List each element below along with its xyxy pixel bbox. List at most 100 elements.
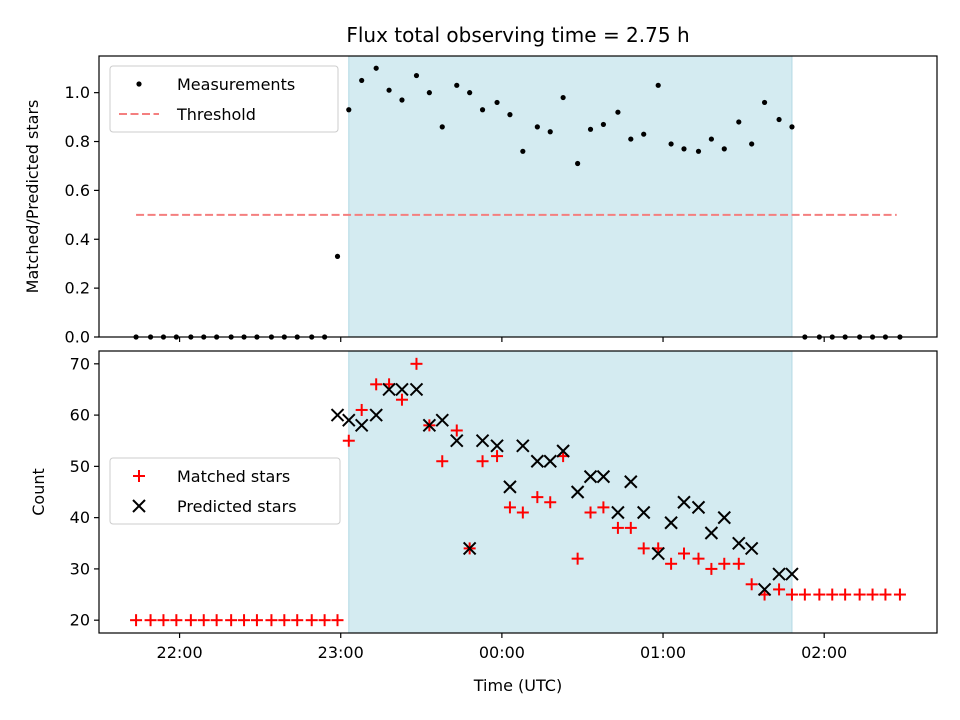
matched-star-point bbox=[853, 588, 866, 601]
predicted-star-stroke bbox=[596, 469, 611, 484]
matched-star-point bbox=[785, 588, 798, 601]
count-x-ticks: 22:00 23:00 00:00 01:00 02:00 bbox=[157, 633, 847, 662]
predicted-star-stroke bbox=[422, 418, 437, 433]
matched-star-point bbox=[291, 614, 304, 627]
predicted-star-point bbox=[664, 516, 678, 530]
matched-star-point bbox=[225, 614, 238, 627]
matched-star-point bbox=[410, 357, 423, 370]
matched-star-point bbox=[692, 552, 705, 565]
predicted-star-point bbox=[596, 469, 611, 484]
observing-window-shade bbox=[348, 55, 793, 338]
matched-star-point bbox=[531, 491, 544, 504]
predicted-stars-points bbox=[330, 382, 799, 597]
predicted-star-stroke bbox=[395, 382, 409, 397]
predicted-star-point bbox=[677, 495, 691, 509]
legend-predicted-label: Predicted stars bbox=[177, 497, 297, 516]
legend-measurements-marker bbox=[136, 81, 142, 87]
count-x-tick-label: 00:00 bbox=[479, 643, 525, 662]
measurement-point bbox=[494, 99, 500, 106]
predicted-star-stroke bbox=[664, 516, 678, 530]
legend-matched-marker bbox=[133, 470, 145, 482]
ratio-y-tick-label: 0.4 bbox=[65, 230, 90, 249]
count-legend: Matched stars Predicted stars bbox=[109, 457, 341, 525]
matched-star-point bbox=[893, 588, 906, 601]
predicted-star-stroke bbox=[691, 500, 706, 515]
measurement-point bbox=[789, 124, 795, 130]
matched-star-point bbox=[597, 501, 610, 514]
matched-star-point bbox=[318, 614, 331, 627]
observing-window-shade-count bbox=[348, 350, 793, 634]
predicted-star-point bbox=[732, 536, 746, 550]
predicted-star-point bbox=[342, 413, 356, 427]
matched-star-point bbox=[130, 614, 143, 627]
predicted-star-point bbox=[651, 546, 665, 561]
matched-star-point bbox=[826, 588, 839, 601]
predicted-star-stroke bbox=[435, 413, 449, 427]
matched-star-point bbox=[157, 614, 170, 627]
ratio-panel: 0.0 0.2 0.4 0.6 0.8 1.0 Matched/Predicted sta… bbox=[23, 55, 938, 347]
matched-star-point bbox=[278, 614, 291, 627]
measurement-point bbox=[373, 65, 379, 71]
measurement-point bbox=[736, 119, 742, 125]
predicted-star-stroke bbox=[503, 480, 517, 494]
ratio-y-tick-label: 1.0 bbox=[65, 83, 90, 102]
matched-star-point bbox=[677, 547, 690, 560]
matched-star-point bbox=[624, 521, 637, 534]
legend-predicted-marker bbox=[132, 499, 146, 513]
predicted-star-point bbox=[583, 469, 598, 484]
matched-star-point bbox=[879, 588, 892, 601]
matched-star-point bbox=[342, 434, 355, 447]
predicted-star-stroke bbox=[556, 444, 570, 458]
measurement-point bbox=[479, 107, 486, 113]
ratio-y-tick-label: 0.0 bbox=[65, 328, 90, 347]
matched-star-point bbox=[265, 614, 278, 627]
matched-star-point bbox=[370, 378, 383, 391]
measurement-point bbox=[454, 82, 460, 88]
legend-matched-label: Matched stars bbox=[177, 467, 290, 486]
matched-star-point bbox=[210, 614, 223, 627]
predicted-star-point bbox=[570, 485, 585, 499]
predicted-star-point bbox=[422, 418, 437, 433]
count-y-tick-label: 40 bbox=[70, 508, 90, 527]
predicted-star-point bbox=[624, 475, 638, 489]
ratio-y-tick-label: 0.2 bbox=[65, 279, 90, 298]
predicted-star-stroke bbox=[462, 541, 477, 556]
predicted-star-stroke bbox=[543, 454, 557, 468]
predicted-star-stroke bbox=[354, 418, 369, 433]
predicted-star-point bbox=[691, 500, 706, 515]
matched-star-point bbox=[170, 614, 183, 627]
measurement-point bbox=[655, 82, 661, 88]
count-y-tick-label: 60 bbox=[70, 406, 90, 425]
predicted-star-point bbox=[395, 382, 409, 397]
measurement-point bbox=[668, 141, 674, 147]
predicted-star-point bbox=[611, 505, 625, 520]
predicted-star-point bbox=[354, 418, 369, 433]
matched-star-point bbox=[584, 506, 597, 519]
predicted-star-point bbox=[462, 541, 477, 556]
ratio-panel-frame bbox=[98, 55, 938, 338]
measurement-point bbox=[776, 116, 782, 123]
measurement-point bbox=[534, 124, 540, 130]
predicted-star-stroke bbox=[583, 469, 598, 484]
predicted-star-stroke bbox=[611, 505, 625, 520]
matched-star-point bbox=[732, 557, 745, 570]
count-y-axis-label: Count bbox=[29, 468, 48, 516]
measurement-point bbox=[507, 112, 513, 118]
predicted-star-stroke bbox=[717, 510, 731, 525]
measurement-point bbox=[600, 121, 607, 128]
matched-star-point bbox=[813, 588, 826, 601]
predicted-star-stroke bbox=[757, 582, 772, 597]
predicted-star-stroke bbox=[369, 408, 383, 422]
predicted-star-point bbox=[636, 505, 651, 520]
predicted-star-stroke bbox=[744, 541, 759, 556]
measurement-point bbox=[587, 126, 594, 132]
matched-star-point bbox=[516, 506, 529, 519]
measurement-point bbox=[467, 90, 473, 96]
predicted-star-stroke bbox=[475, 434, 490, 448]
count-panel-frame bbox=[98, 350, 938, 634]
predicted-star-point bbox=[369, 408, 383, 422]
matched-star-point bbox=[184, 614, 197, 627]
measurement-point bbox=[439, 124, 445, 130]
predicted-star-stroke bbox=[704, 526, 719, 540]
